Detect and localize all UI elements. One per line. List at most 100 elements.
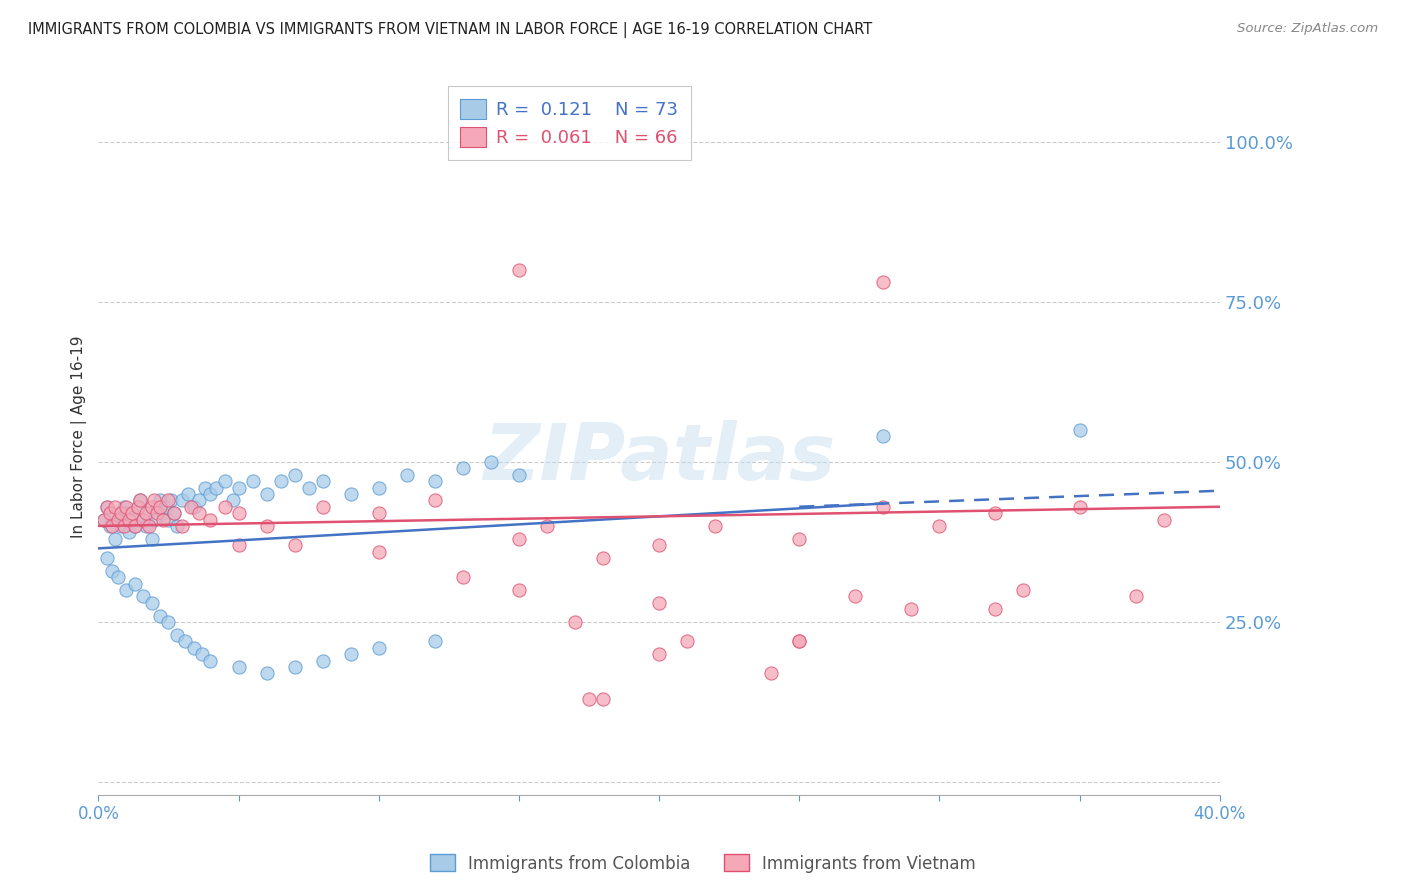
Point xyxy=(118,525,141,540)
Point xyxy=(112,500,135,514)
Point xyxy=(200,653,222,667)
Point xyxy=(564,615,586,629)
Point xyxy=(101,564,124,578)
Point xyxy=(787,634,810,648)
Point xyxy=(149,493,172,508)
Point xyxy=(479,455,502,469)
Point xyxy=(172,493,194,508)
Point xyxy=(141,532,163,546)
Point xyxy=(115,582,138,597)
Point xyxy=(984,602,1007,616)
Point xyxy=(115,500,138,514)
Point xyxy=(129,493,152,508)
Point xyxy=(872,500,894,514)
Text: Source: ZipAtlas.com: Source: ZipAtlas.com xyxy=(1237,22,1378,36)
Point xyxy=(200,487,222,501)
Point xyxy=(188,506,211,520)
Point xyxy=(704,519,727,533)
Point xyxy=(146,506,169,520)
Point xyxy=(121,506,143,520)
Point xyxy=(110,519,132,533)
Point xyxy=(93,512,115,526)
Point xyxy=(149,500,172,514)
Point xyxy=(508,262,530,277)
Point xyxy=(132,590,155,604)
Point xyxy=(115,506,138,520)
Point xyxy=(928,519,950,533)
Point xyxy=(174,634,197,648)
Point xyxy=(648,538,671,552)
Point xyxy=(110,506,132,520)
Point xyxy=(339,487,361,501)
Point xyxy=(648,596,671,610)
Point xyxy=(205,481,228,495)
Point xyxy=(93,512,115,526)
Point xyxy=(124,519,146,533)
Point xyxy=(844,590,866,604)
Point xyxy=(242,474,264,488)
Point xyxy=(214,474,236,488)
Point xyxy=(138,506,160,520)
Point xyxy=(676,634,699,648)
Text: ZIPatlas: ZIPatlas xyxy=(482,420,835,496)
Point xyxy=(135,519,157,533)
Point xyxy=(118,512,141,526)
Point xyxy=(1069,500,1091,514)
Point xyxy=(96,551,118,566)
Point xyxy=(98,519,121,533)
Point xyxy=(508,532,530,546)
Point xyxy=(1012,582,1035,597)
Point xyxy=(157,615,180,629)
Point xyxy=(107,570,129,584)
Point xyxy=(787,532,810,546)
Point xyxy=(177,487,200,501)
Point xyxy=(787,634,810,648)
Point xyxy=(984,506,1007,520)
Point xyxy=(592,551,614,566)
Point xyxy=(104,500,127,514)
Point xyxy=(1125,590,1147,604)
Point xyxy=(222,493,245,508)
Point xyxy=(256,519,278,533)
Point xyxy=(101,519,124,533)
Point xyxy=(127,500,149,514)
Point xyxy=(152,506,174,520)
Point xyxy=(132,512,155,526)
Point xyxy=(155,500,177,514)
Point xyxy=(107,512,129,526)
Point xyxy=(451,461,474,475)
Point xyxy=(183,640,205,655)
Point xyxy=(423,474,446,488)
Point xyxy=(451,570,474,584)
Point xyxy=(180,500,202,514)
Point xyxy=(146,500,169,514)
Point xyxy=(311,500,333,514)
Point xyxy=(214,500,236,514)
Point xyxy=(256,487,278,501)
Point xyxy=(228,660,250,674)
Point xyxy=(112,519,135,533)
Point xyxy=(188,493,211,508)
Point xyxy=(143,512,166,526)
Point xyxy=(132,512,155,526)
Text: IMMIGRANTS FROM COLOMBIA VS IMMIGRANTS FROM VIETNAM IN LABOR FORCE | AGE 16-19 C: IMMIGRANTS FROM COLOMBIA VS IMMIGRANTS F… xyxy=(28,22,872,38)
Point xyxy=(256,666,278,681)
Point xyxy=(592,692,614,706)
Point xyxy=(270,474,292,488)
Point xyxy=(194,481,217,495)
Legend: R =  0.121    N = 73, R =  0.061    N = 66: R = 0.121 N = 73, R = 0.061 N = 66 xyxy=(447,87,690,160)
Point xyxy=(508,582,530,597)
Point xyxy=(872,429,894,443)
Point xyxy=(166,519,188,533)
Point xyxy=(149,608,172,623)
Point xyxy=(163,506,186,520)
Point xyxy=(124,576,146,591)
Point xyxy=(98,506,121,520)
Point xyxy=(339,647,361,661)
Point xyxy=(135,506,157,520)
Point xyxy=(101,506,124,520)
Point xyxy=(124,519,146,533)
Point xyxy=(367,481,389,495)
Point xyxy=(367,544,389,558)
Point xyxy=(191,647,214,661)
